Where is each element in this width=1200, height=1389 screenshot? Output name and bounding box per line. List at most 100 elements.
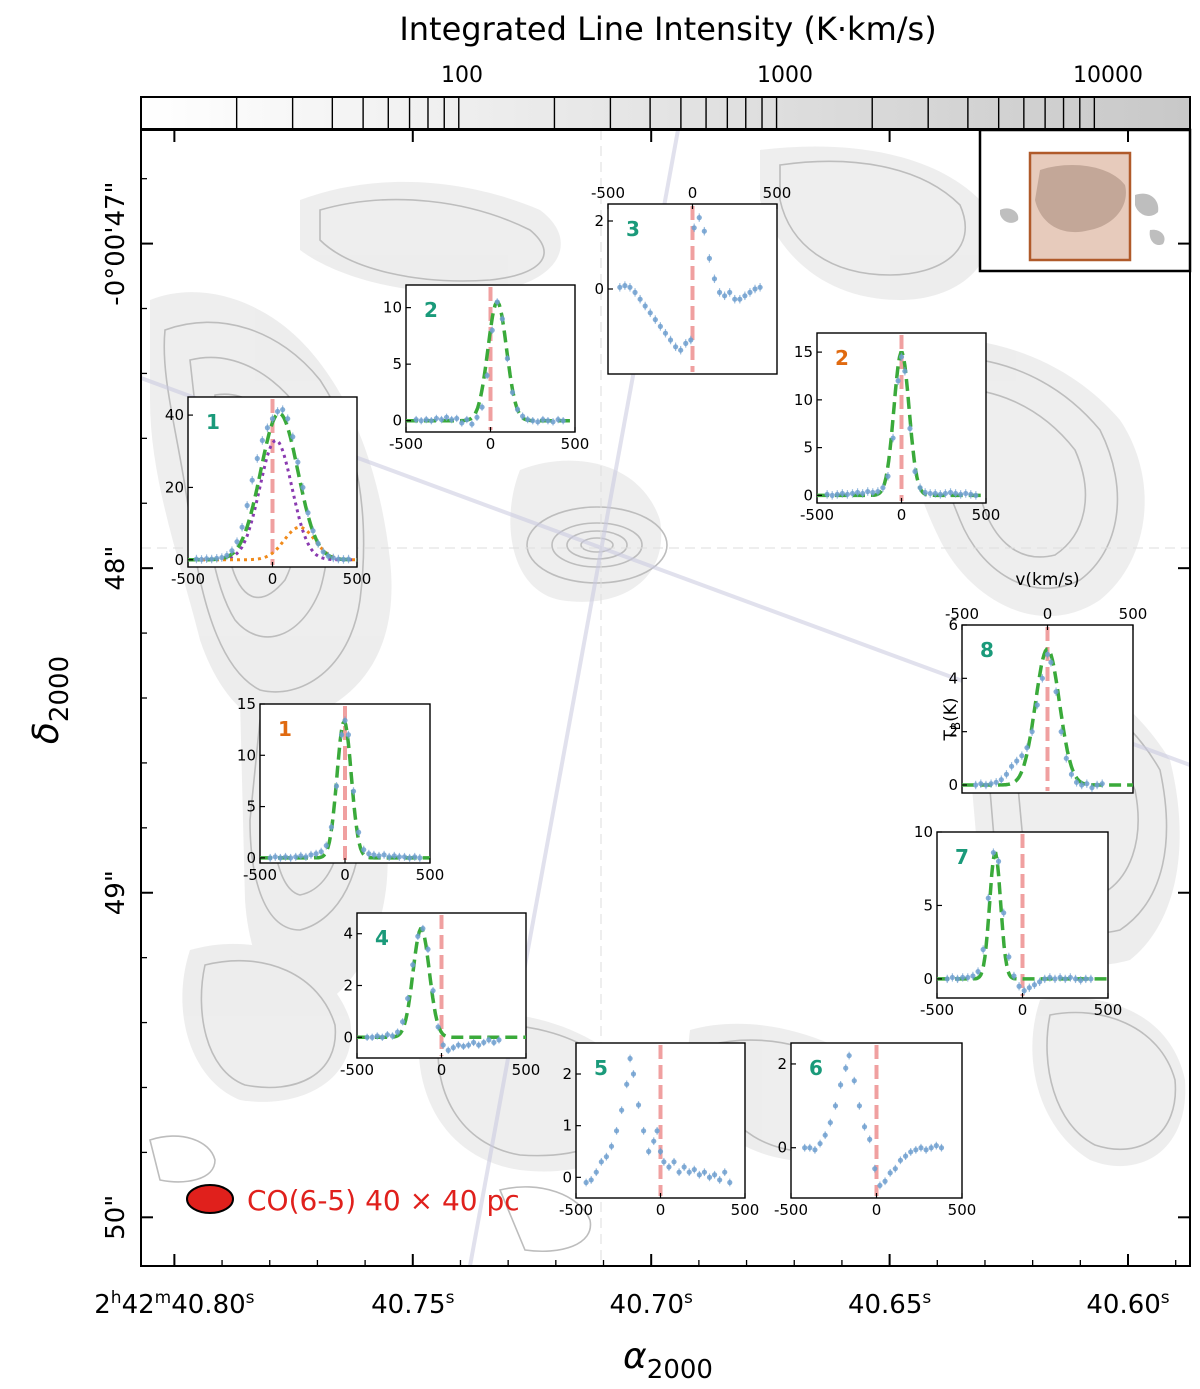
data-point (834, 491, 840, 498)
spectrum-label: 8 (980, 638, 994, 662)
data-point (342, 717, 348, 724)
data-point (968, 491, 974, 498)
data-point (1057, 974, 1063, 981)
x-tick-label: -500 (800, 506, 834, 524)
data-point (667, 337, 674, 343)
spectrum-label: 1 (206, 410, 220, 434)
data-point (469, 421, 475, 427)
data-point (933, 1143, 939, 1149)
data-point (396, 854, 402, 860)
beam-label: CO(6-5) 40 × 40 pc (247, 1184, 520, 1217)
data-point (1044, 651, 1051, 657)
data-point (630, 1071, 637, 1077)
data-point (722, 293, 728, 299)
data-point (593, 1169, 599, 1175)
dec-tick-labels: -0°00'47" 48" 49" 50" (101, 181, 131, 1239)
data-point (423, 416, 429, 423)
ra-tick-labels: 2h42m40.80s 40.75s 40.70s 40.65s 40.60s (94, 1288, 1170, 1320)
x-tick-label: 500 (512, 1061, 541, 1079)
data-point (269, 416, 276, 422)
data-point (1072, 976, 1079, 982)
data-point (837, 1082, 844, 1088)
data-point (688, 337, 694, 343)
data-point (985, 895, 991, 901)
data-point (315, 540, 321, 547)
data-point (345, 732, 351, 738)
data-point (209, 556, 215, 562)
data-point (918, 1145, 924, 1151)
y-tick-label: 15 (237, 695, 256, 713)
data-point (657, 1148, 664, 1155)
data-point (405, 995, 411, 1002)
data-point (742, 293, 748, 299)
data-point (356, 829, 362, 835)
data-point (812, 1147, 818, 1153)
y-tick-label: 0 (562, 1168, 572, 1186)
x-tick-label: 500 (1094, 1001, 1123, 1019)
data-point (1008, 763, 1015, 769)
data-point (509, 389, 516, 396)
data-point (330, 555, 336, 561)
data-point (214, 555, 220, 561)
data-point (622, 283, 628, 289)
x-tick-label: -500 (945, 605, 979, 623)
data-point (433, 415, 440, 422)
y-tick-label: 2 (343, 977, 353, 995)
data-point (970, 973, 976, 979)
data-point (1068, 771, 1075, 777)
spectrum-panel-green-4: 0 2 4 -500 0 500 4 (340, 912, 541, 1079)
map-axis-ticks (141, 130, 1190, 1266)
data-point (491, 1039, 497, 1046)
data-point (646, 1148, 652, 1155)
x-tick-label: 500 (972, 506, 1001, 524)
data-point (193, 556, 200, 562)
data-point (391, 853, 397, 859)
colorbar-tick-label-100: 100 (441, 63, 483, 88)
data-point (990, 849, 997, 856)
data-point (913, 1147, 919, 1153)
data-point (711, 1172, 718, 1178)
data-point (425, 946, 431, 952)
data-point (267, 855, 273, 861)
spectrum-panel-green-3: 0 2 -500 0 500 3 (591, 184, 791, 375)
data-point (683, 340, 689, 346)
dec-tick-label: 50" (101, 1195, 131, 1240)
y-tick-label: 0 (174, 551, 184, 569)
data-point (912, 468, 918, 475)
x-tick-label: 0 (897, 506, 907, 524)
data-point (1063, 755, 1069, 761)
data-point (560, 418, 566, 424)
data-point (1039, 675, 1045, 681)
spectrum-panel-green-7: 0 5 10 -500 0 500 7 (914, 823, 1122, 1019)
data-point (285, 416, 291, 422)
x-tick-label: 500 (948, 1201, 977, 1219)
data-point (1011, 973, 1017, 979)
data-point (374, 1033, 380, 1039)
data-point (960, 974, 966, 981)
data-point (1016, 983, 1022, 989)
data-point (895, 378, 901, 384)
data-point (892, 1166, 898, 1172)
data-point (1034, 702, 1040, 708)
y-tick-label: 5 (392, 355, 402, 373)
y-tick-label: 6 (948, 616, 958, 634)
y-tick-label: 4 (948, 669, 958, 687)
data-point (369, 1034, 375, 1040)
data-point (484, 372, 490, 379)
data-point (400, 1019, 406, 1025)
data-point (303, 854, 309, 860)
data-point (413, 416, 419, 423)
data-point (671, 1159, 677, 1165)
data-point (282, 854, 289, 860)
data-point (932, 490, 938, 497)
data-point (1024, 745, 1030, 751)
x-tick-label: 0 (486, 435, 496, 453)
data-point (535, 419, 541, 425)
data-point (947, 489, 954, 496)
spectrum-label: 6 (809, 1056, 823, 1080)
spectrum-x-axis-label: v(km/s) (1015, 570, 1079, 590)
data-point (824, 491, 830, 498)
data-point (481, 1039, 487, 1046)
data-point (603, 1154, 610, 1160)
